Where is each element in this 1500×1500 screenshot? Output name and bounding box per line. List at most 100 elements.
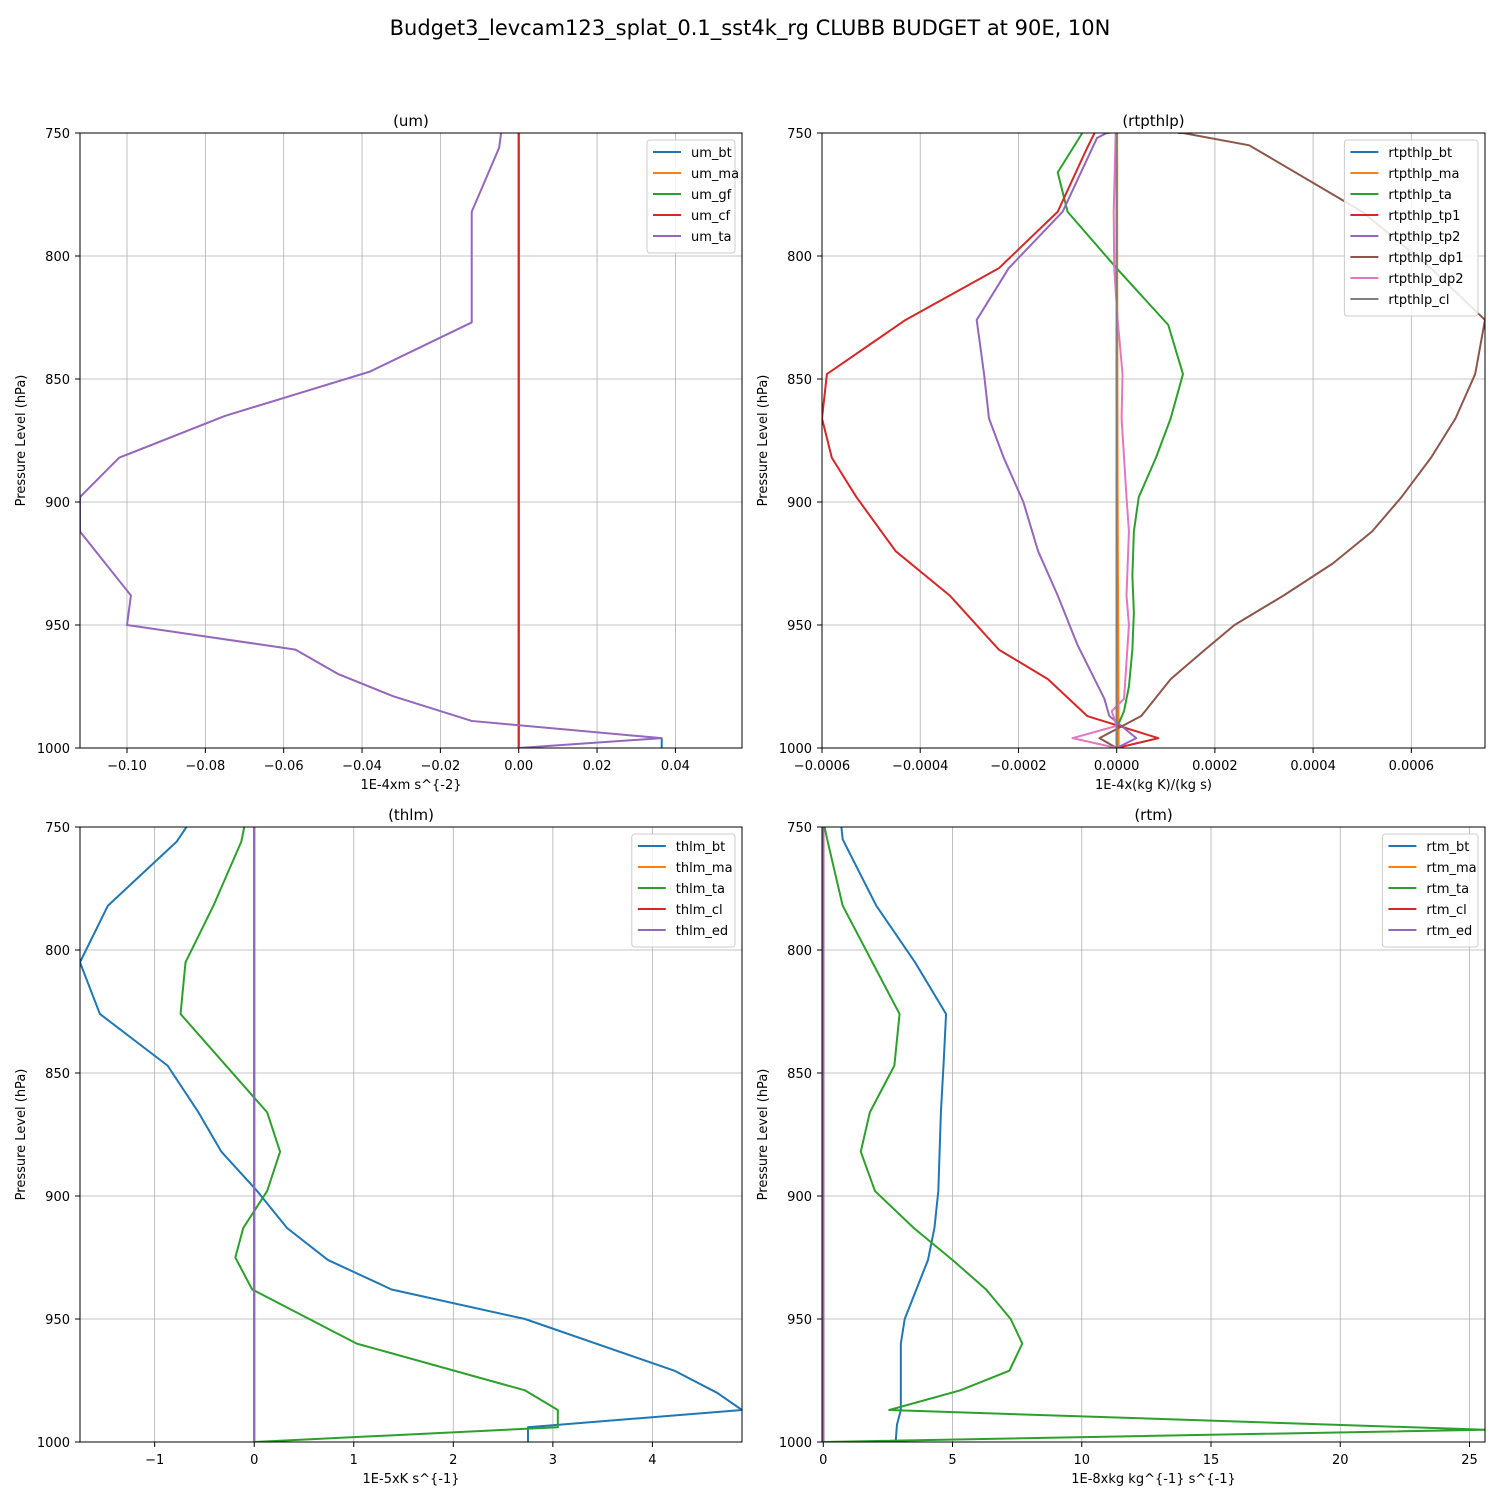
- x-tick-label: −0.08: [185, 759, 225, 774]
- x-tick-label: −0.06: [264, 759, 304, 774]
- series-line-thlm_ta: [179, 827, 559, 1442]
- y-tick-label: 900: [787, 496, 812, 511]
- legend-label-rtpthlp_tp1: rtpthlp_tp1: [1388, 209, 1460, 224]
- x-tick-label: 0.00: [504, 759, 533, 774]
- series-line-um_ta: [80, 133, 663, 748]
- axes-frame: [79, 132, 743, 749]
- y-tick-label: 800: [787, 944, 812, 959]
- y-tick-label: 750: [787, 821, 812, 836]
- legend-box: [1381, 833, 1479, 948]
- y-tick-label: 1000: [37, 742, 70, 757]
- y-axis-label: Pressure Level (hPa): [756, 375, 771, 507]
- legend-label-thlm_ta: thlm_ta: [676, 882, 725, 897]
- chart-title: (rtm): [1134, 806, 1172, 824]
- chart-title: (rtpthlp): [1122, 112, 1184, 130]
- x-tick-label: −0.04: [342, 759, 382, 774]
- y-tick-label: 1000: [779, 742, 812, 757]
- series-line-rtpthlp_ta: [1056, 133, 1184, 748]
- series-line-rtm_ta: [823, 827, 1485, 1442]
- legend-label-rtpthlp_dp2: rtpthlp_dp2: [1388, 272, 1463, 287]
- x-tick-label: −0.02: [420, 759, 460, 774]
- x-tick-label: −0.0004: [892, 759, 948, 774]
- legend: rtm_bt rtm_ma rtm_ta rtm_cl rtm_ed: [1381, 833, 1479, 948]
- series-line-thlm_bt: [80, 827, 742, 1442]
- x-tick-label: −0.0002: [990, 759, 1046, 774]
- y-tick-label: 950: [45, 1313, 70, 1328]
- x-tick-label: 4: [648, 1453, 656, 1468]
- x-tick-label: 0: [250, 1453, 258, 1468]
- series-group: [822, 827, 1485, 1442]
- chart-um: −0.10 −0.08 −0.06 −0.04 −0.02 0.00 0.02 0.04 750…: [14, 112, 743, 793]
- legend-label-um_bt: um_bt: [691, 146, 732, 161]
- legend-label-um_gf: um_gf: [691, 188, 732, 203]
- x-tick-label: −0.10: [107, 759, 147, 774]
- legend-box: [646, 139, 736, 254]
- y-tick-label: 850: [787, 1067, 812, 1082]
- y-tick-label: 850: [45, 1067, 70, 1082]
- legend-label-thlm_bt: thlm_bt: [676, 840, 725, 855]
- legend-label-rtm_bt: rtm_bt: [1426, 840, 1469, 855]
- x-tick-label: 0: [819, 1453, 827, 1468]
- y-tick-label: 750: [45, 127, 70, 142]
- y-tick-label: 900: [787, 1190, 812, 1205]
- x-axis-label: 1E-5xK s^{-1}: [363, 1472, 460, 1487]
- x-tick-label: 2: [449, 1453, 457, 1468]
- legend-label-rtm_ta: rtm_ta: [1426, 882, 1469, 897]
- legend-label-um_ma: um_ma: [691, 167, 739, 182]
- series-line-rtpthlp_dp2: [1071, 133, 1130, 748]
- x-axis-label: 1E-4xm s^{-2}: [360, 778, 461, 793]
- y-tick-label: 750: [45, 821, 70, 836]
- axes-frame: [821, 132, 1486, 749]
- x-tick-label: 5: [948, 1453, 956, 1468]
- y-axis-label: Pressure Level (hPa): [14, 375, 29, 507]
- legend-label-thlm_ma: thlm_ma: [676, 861, 733, 876]
- legend-label-thlm_ed: thlm_ed: [676, 924, 728, 939]
- x-tick-label: 0.04: [661, 759, 690, 774]
- chart-title: (thlm): [388, 806, 434, 824]
- series-line-rtpthlp_tp1: [822, 133, 1160, 748]
- legend-label-um_ta: um_ta: [691, 230, 731, 245]
- x-tick-label: 20: [1332, 1453, 1349, 1468]
- legend: thlm_bt thlm_ma thlm_ta thlm_cl thlm_ed: [631, 833, 736, 948]
- series-group: [80, 133, 663, 748]
- x-tick-label: −1: [145, 1453, 164, 1468]
- y-tick-label: 850: [787, 373, 812, 388]
- series-line-rtpthlp_tp2: [975, 133, 1138, 748]
- legend-label-rtpthlp_tp2: rtpthlp_tp2: [1388, 230, 1460, 245]
- y-tick-label: 900: [45, 496, 70, 511]
- x-tick-label: 0.02: [583, 759, 612, 774]
- legend-box: [1343, 139, 1479, 317]
- x-tick-label: 0.0002: [1192, 759, 1238, 774]
- y-tick-label: 900: [45, 1190, 70, 1205]
- legend-label-rtpthlp_ta: rtpthlp_ta: [1388, 188, 1451, 203]
- y-tick-label: 800: [787, 250, 812, 265]
- x-tick-label: 1: [350, 1453, 358, 1468]
- legend-label-rtm_cl: rtm_cl: [1426, 903, 1466, 918]
- chart-title: (um): [393, 112, 429, 130]
- chart-rtpthlp: −0.0006 −0.0004 −0.0002 0.0000 0.0002 0.0004 0…: [756, 112, 1486, 793]
- legend-label-rtpthlp_bt: rtpthlp_bt: [1388, 146, 1452, 161]
- y-tick-label: 1000: [779, 1436, 812, 1451]
- legend-label-um_cf: um_cf: [691, 209, 731, 224]
- y-tick-label: 800: [45, 250, 70, 265]
- legend: rtpthlp_bt rtpthlp_ma rtpthlp_ta rtpthlp_tp…: [1343, 139, 1479, 317]
- series-line-rtm_bt: [840, 827, 948, 1442]
- x-axis-label: 1E-4x(kg K)/(kg s): [1095, 778, 1212, 793]
- x-axis-label: 1E-8xkg kg^{-1} s^{-1}: [1071, 1472, 1236, 1487]
- legend: um_bt um_ma um_gf um_cf um_ta: [646, 139, 739, 254]
- legend-label-rtm_ma: rtm_ma: [1426, 861, 1476, 876]
- y-tick-label: 950: [45, 619, 70, 634]
- x-tick-label: −0.0006: [794, 759, 850, 774]
- y-tick-label: 850: [45, 373, 70, 388]
- legend-label-rtpthlp_dp1: rtpthlp_dp1: [1388, 251, 1463, 266]
- legend-box: [631, 833, 736, 948]
- legend-label-rtpthlp_ma: rtpthlp_ma: [1388, 167, 1459, 182]
- legend-label-rtpthlp_cl: rtpthlp_cl: [1388, 293, 1449, 308]
- legend-label-thlm_cl: thlm_cl: [676, 903, 723, 918]
- y-tick-label: 950: [787, 1313, 812, 1328]
- y-tick-label: 950: [787, 619, 812, 634]
- x-tick-label: 15: [1203, 1453, 1220, 1468]
- x-tick-label: 3: [549, 1453, 557, 1468]
- axes-frame: [79, 826, 743, 1443]
